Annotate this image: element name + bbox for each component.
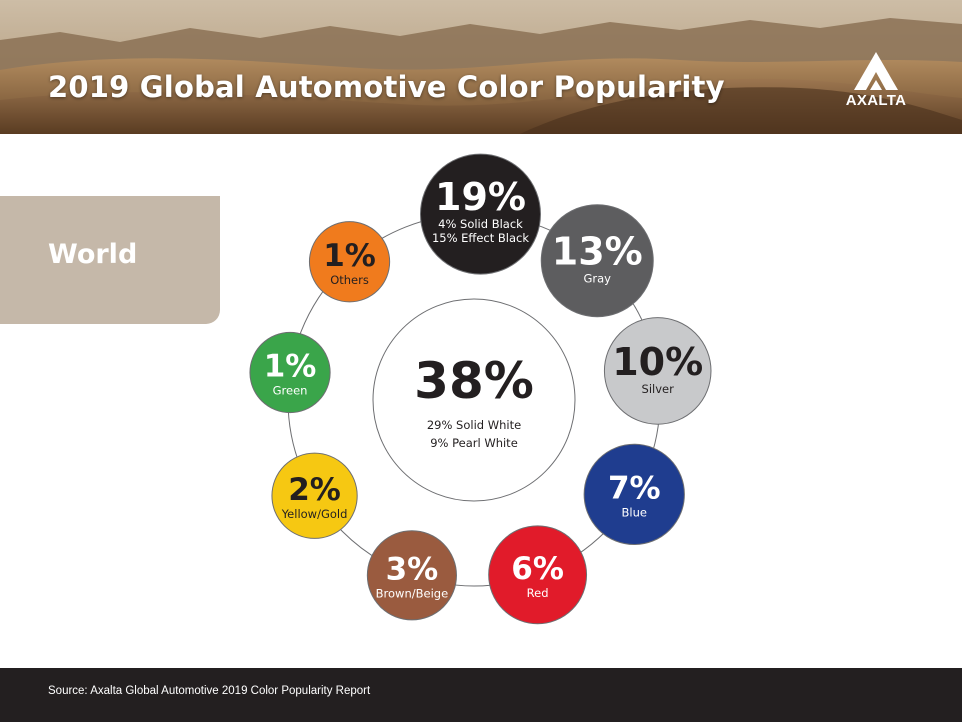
slice-bubble: 2%Yellow/Gold <box>271 452 358 539</box>
slice-value-label: 13% <box>552 230 643 274</box>
slice-category-label: Silver <box>642 382 675 396</box>
slice-category-label: Others <box>330 273 369 287</box>
footer-bar: Source: Axalta Global Automotive 2019 Co… <box>0 668 962 722</box>
slice-value-label: 6% <box>511 551 564 587</box>
slice-value-label: 10% <box>612 340 703 384</box>
slice-circle <box>419 153 541 275</box>
logo-wordmark: AXALTA <box>845 92 907 109</box>
center-value-label: 38% <box>414 352 534 410</box>
slice-category-label: Gray <box>583 272 611 286</box>
slice-bubble: 3%Brown/Beige <box>366 530 457 621</box>
slice-bubble: 13%Gray <box>540 204 654 318</box>
region-panel: World <box>0 196 220 324</box>
slice-circle <box>540 204 654 318</box>
slice-circle <box>603 317 712 425</box>
page-title: 2019 Global Automotive Color Popularity <box>48 70 725 104</box>
slice-category-label: Red <box>527 586 549 600</box>
slice-circle <box>488 525 588 625</box>
slice-circle <box>366 530 457 621</box>
slice-bubble: 6%Red <box>488 525 588 625</box>
center-detail-label: 9% Pearl White <box>430 436 518 450</box>
slice-category-label: 15% Effect Black <box>432 231 529 245</box>
slice-value-label: 7% <box>608 470 661 506</box>
region-label: World <box>48 239 138 270</box>
center-slice-circle <box>372 298 576 502</box>
slice-value-label: 2% <box>288 472 341 508</box>
slice-category-label: Brown/Beige <box>376 586 449 600</box>
slice-value-label: 3% <box>386 551 439 587</box>
axalta-logo: AXALTA <box>836 50 916 110</box>
slice-bubble: 1%Others <box>308 221 391 303</box>
color-popularity-chart: 38% 29% Solid White 9% Pearl White 19%4% S… <box>249 153 712 625</box>
slice-category-label: Green <box>273 384 308 398</box>
slice-value-label: 1% <box>323 238 376 274</box>
slice-bubble: 7%Blue <box>583 443 685 546</box>
header-banner: 2019 Global Automotive Color Popularity … <box>0 0 962 134</box>
slice-circle <box>249 331 331 414</box>
slice-bubble: 10%Silver <box>603 317 712 425</box>
slice-category-label: 4% Solid Black <box>438 217 523 231</box>
slice-circle <box>308 221 391 303</box>
source-note: Source: Axalta Global Automotive 2019 Co… <box>48 685 371 697</box>
desert-dunes-image <box>0 0 962 134</box>
slice-circle <box>271 452 358 539</box>
center-circle: 38% 29% Solid White 9% Pearl White <box>372 298 576 502</box>
slice-category-label: Blue <box>622 505 647 519</box>
center-detail-label: 29% Solid White <box>427 418 521 432</box>
slice-value-label: 1% <box>264 349 317 385</box>
slice-bubble: 1%Green <box>249 331 331 414</box>
slice-value-label: 19% <box>435 175 526 219</box>
axalta-a-icon <box>854 52 898 90</box>
slice-category-label: Yellow/Gold <box>281 507 348 521</box>
slice-circle <box>583 443 685 546</box>
